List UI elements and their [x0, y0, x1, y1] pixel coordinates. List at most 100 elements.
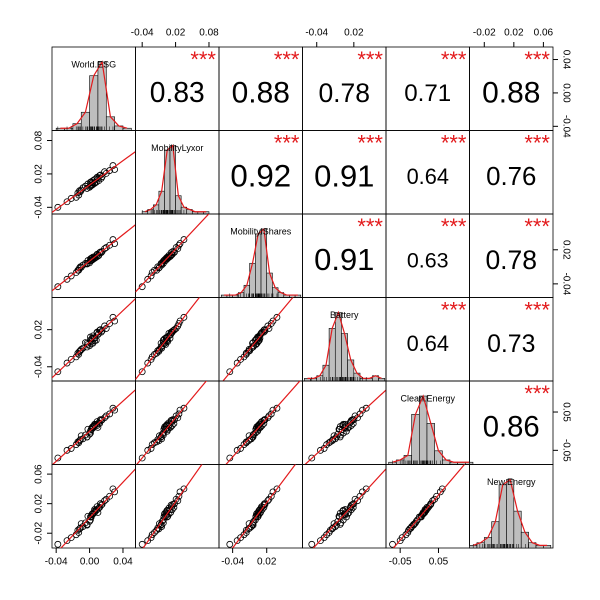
scatter-point — [261, 501, 269, 508]
scatter-point — [406, 525, 414, 533]
scatter-point — [76, 525, 83, 533]
significance-stars: *** — [441, 47, 467, 72]
x-tick-label: 0.02 — [257, 557, 277, 568]
scatter-point — [396, 537, 404, 545]
scatter-point — [148, 531, 156, 539]
x-tick-label: 0.04 — [113, 557, 133, 568]
scatter-point — [82, 431, 89, 439]
scatter-point — [82, 260, 89, 267]
scatter-point — [242, 526, 250, 534]
variable-label: World.ESG — [71, 59, 116, 69]
scatter-point — [106, 241, 114, 249]
histogram-bar — [105, 116, 115, 131]
scatter-point — [77, 346, 85, 353]
scatter-point — [233, 359, 241, 367]
histogram-bar — [328, 328, 336, 382]
scatter-point — [176, 240, 184, 247]
histogram-bar — [169, 145, 176, 215]
density-curve — [60, 60, 128, 129]
fit-line — [231, 464, 297, 548]
scatter-point — [169, 248, 177, 255]
fit-line — [225, 381, 301, 465]
scatter-point — [159, 429, 167, 437]
fit-line — [135, 381, 208, 465]
y-tick-label: 0.02 — [34, 493, 45, 513]
histogram-bar — [411, 413, 420, 465]
scatter-point — [170, 326, 178, 334]
fit-line — [222, 297, 294, 381]
scatter-point — [106, 492, 114, 500]
panel-frame — [135, 213, 220, 298]
scatter-point — [410, 521, 417, 529]
y-tick-label: 0.00 — [560, 83, 571, 103]
fit-line — [52, 298, 136, 379]
scatter-point — [317, 537, 324, 545]
correlation-value: 0.88 — [482, 77, 540, 110]
scatter-point — [317, 446, 324, 454]
significance-stars: *** — [441, 130, 467, 155]
significance-stars: *** — [524, 297, 550, 322]
histogram-bar — [249, 262, 256, 298]
scatter-point — [76, 347, 84, 355]
panel-frame — [135, 297, 220, 382]
correlation-value: 0.78 — [318, 78, 370, 108]
scatter-point — [89, 424, 97, 432]
scatter-point — [83, 521, 91, 529]
histogram-bar — [434, 450, 443, 465]
scatter-point — [175, 410, 183, 418]
scatter-point — [169, 416, 177, 424]
scatter-point — [89, 253, 97, 261]
scatter-point — [349, 416, 357, 424]
x-tick-label: -0.04 — [131, 28, 154, 39]
scatter-point — [67, 272, 75, 280]
fit-line — [52, 389, 136, 465]
scatter-point — [252, 425, 260, 433]
variable-label: MobilityiShares — [230, 226, 292, 236]
y-tick-label: 0.04 — [560, 50, 571, 70]
significance-stars: *** — [524, 214, 550, 239]
fit-line — [392, 464, 466, 548]
scatter-point — [72, 441, 80, 448]
scatter-point — [342, 422, 350, 430]
scatter-point — [63, 359, 71, 367]
scatter-point — [144, 537, 152, 545]
scatter-point — [144, 359, 152, 367]
significance-stars: *** — [274, 130, 300, 155]
scatter-point — [267, 320, 275, 327]
significance-stars: *** — [190, 47, 216, 72]
histogram-bar — [520, 531, 529, 549]
scatter-point — [249, 431, 257, 439]
scatter-point — [175, 492, 183, 500]
scatter-point — [144, 275, 152, 283]
scatter-point — [83, 260, 91, 267]
scatter-point — [91, 422, 98, 430]
scatter-point — [72, 269, 80, 276]
scatter-point — [162, 425, 169, 433]
scatter-point — [54, 203, 62, 211]
significance-stars: *** — [357, 130, 383, 155]
correlation-value: 0.92 — [230, 159, 291, 194]
scatter-point — [102, 244, 110, 251]
y-tick-label: 0.02 — [34, 164, 45, 184]
scatter-point — [412, 519, 419, 527]
scatter-point — [148, 269, 156, 276]
scatter-point — [249, 343, 257, 351]
histogram-bar — [491, 521, 500, 549]
scatter-point — [98, 416, 106, 424]
scatter-point — [417, 513, 425, 521]
scatter-point — [67, 445, 75, 452]
fit-line — [142, 464, 203, 548]
fit-line — [304, 389, 386, 465]
scatter-point — [91, 254, 98, 262]
density-curve — [144, 144, 207, 213]
x-tick-label: 0.02 — [504, 28, 524, 39]
scatter-point — [356, 410, 364, 418]
y-tick-label: -0.04 — [560, 272, 571, 295]
correlation-value: 0.78 — [485, 245, 537, 275]
scatter-point — [144, 446, 152, 454]
scatter-point — [362, 404, 370, 412]
y-tick-label: 0.08 — [34, 130, 45, 150]
scatter-point — [429, 497, 437, 505]
x-tick-label: 0.00 — [80, 557, 100, 568]
correlation-value: 0.88 — [232, 77, 290, 110]
